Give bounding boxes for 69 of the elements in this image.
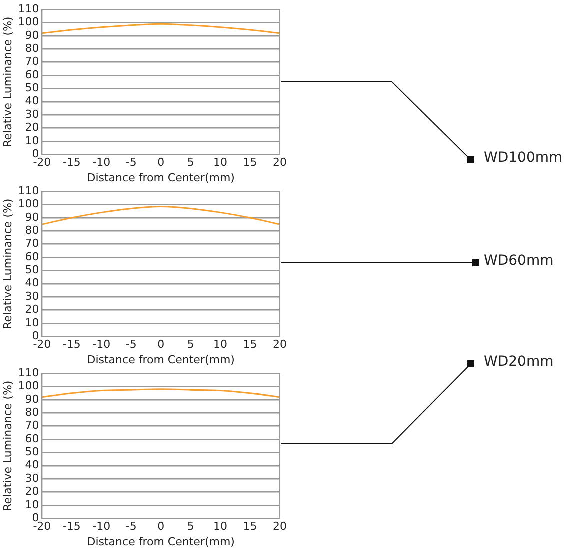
x-tick-label: 15 xyxy=(243,338,258,352)
y-tick-label: 90 xyxy=(25,210,40,224)
y-tick-label: 10 xyxy=(25,134,40,148)
y-tick-label: 10 xyxy=(25,498,40,512)
y-tick-label: 80 xyxy=(25,406,40,420)
x-tick-label: -10 xyxy=(92,520,111,534)
y-tick-label: 60 xyxy=(25,250,40,264)
x-tick-label: 5 xyxy=(187,338,194,352)
x-tick-label: -10 xyxy=(92,338,111,352)
y-tick-label: 100 xyxy=(18,380,40,393)
y-tick-label: 50 xyxy=(25,82,40,95)
x-tick-label: 20 xyxy=(273,338,287,352)
line-series xyxy=(42,23,280,34)
text: WD100mm xyxy=(484,150,563,166)
x-tick-label: 0 xyxy=(158,156,165,170)
y-tick-label: 20 xyxy=(25,303,40,316)
y-tick-label: 70 xyxy=(25,237,40,250)
x-tick-label: 20 xyxy=(273,156,287,170)
x-tick-label: -5 xyxy=(126,338,137,352)
x-tick-label: 15 xyxy=(243,520,258,534)
line-series xyxy=(42,206,280,226)
x-tick-label: -15 xyxy=(62,520,81,534)
x-axis-title: Distance from Center(mm) xyxy=(87,535,235,548)
y-tick-label: 50 xyxy=(25,264,40,277)
text: WD60mm xyxy=(484,253,554,269)
x-tick-label: 0 xyxy=(158,338,165,352)
x-tick-label: -15 xyxy=(62,338,81,352)
y-tick-label: 70 xyxy=(25,419,40,432)
x-tick-label: -10 xyxy=(92,156,111,170)
y-tick-label: 100 xyxy=(18,198,40,211)
y-tick-label: 80 xyxy=(25,42,40,56)
y-tick-label: 40 xyxy=(25,458,40,472)
y-tick-label: 70 xyxy=(25,55,40,68)
x-axis-title: Distance from Center(mm) xyxy=(87,353,235,366)
x-tick-label: 10 xyxy=(214,338,228,352)
y-tick-label: 30 xyxy=(25,290,40,303)
y-tick-label: 10 xyxy=(25,316,40,330)
x-tick-label: 5 xyxy=(187,520,194,534)
y-axis-title: Relative Luminance (%) xyxy=(1,16,14,148)
y-axis-title: Relative Luminance (%) xyxy=(1,380,14,512)
y-tick-label: 110 xyxy=(18,2,40,16)
x-tick-label: 10 xyxy=(214,156,228,170)
y-tick-label: 30 xyxy=(25,108,40,121)
y-tick-label: 90 xyxy=(25,28,40,42)
y-tick-label: 110 xyxy=(18,366,40,380)
y-tick-label: 30 xyxy=(25,472,40,485)
y-axis-title: Relative Luminance (%) xyxy=(1,198,14,330)
y-tick-label: 40 xyxy=(25,276,40,290)
x-tick-label: 20 xyxy=(273,520,287,534)
y-tick-label: 110 xyxy=(18,184,40,198)
y-tick-label: 40 xyxy=(25,94,40,108)
y-tick-label: 60 xyxy=(25,68,40,82)
x-axis-title: Distance from Center(mm) xyxy=(87,171,235,184)
x-tick-label: 15 xyxy=(243,156,258,170)
x-tick-label: -5 xyxy=(126,520,137,534)
x-tick-label: 5 xyxy=(187,156,194,170)
x-tick-label: -5 xyxy=(126,156,137,170)
x-tick-label: 0 xyxy=(158,520,165,534)
y-tick-label: 100 xyxy=(18,16,40,29)
y-tick-label: 80 xyxy=(25,224,40,238)
y-tick-label: 60 xyxy=(25,432,40,446)
text: WD20mm xyxy=(484,354,554,370)
y-tick-label: 20 xyxy=(25,485,40,498)
line-series xyxy=(42,388,280,398)
y-tick-label: 50 xyxy=(25,446,40,459)
x-tick-label: -15 xyxy=(62,156,81,170)
y-tick-label: 90 xyxy=(25,392,40,406)
x-tick-label: 10 xyxy=(214,520,228,534)
y-tick-label: 20 xyxy=(25,121,40,134)
